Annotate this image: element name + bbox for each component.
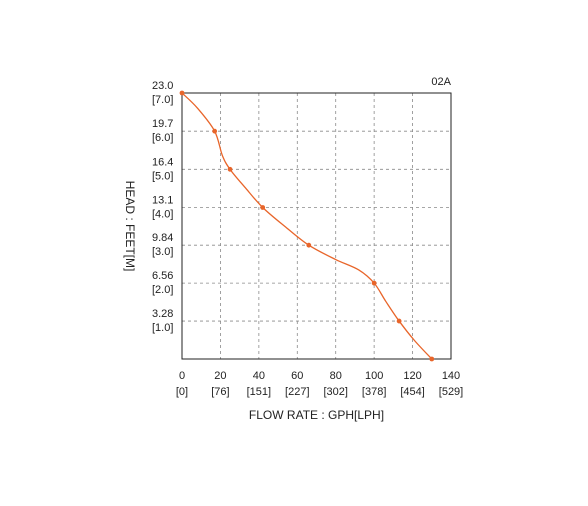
y-tick-label: 16.4 [152,156,173,168]
y-tick-sublabel: [3.0] [152,246,173,258]
x-tick-label: 40 [253,370,265,382]
x-tick-sublabel: [454] [400,386,424,398]
x-tick-label: 80 [330,370,342,382]
x-tick-sublabel: [227] [285,386,309,398]
x-tick-sublabel: [0] [176,386,188,398]
x-tick-sublabel: [529] [439,386,463,398]
data-point [212,128,218,134]
data-point [227,166,233,172]
y-tick-sublabel: [7.0] [152,94,173,106]
y-tick-label: 3.28 [152,308,173,320]
data-point [371,280,377,286]
y-tick-label: 19.7 [152,118,173,130]
series-line [181,92,433,360]
y-tick-label: 23.0 [152,80,173,92]
tick-labels: 0 [0] 20 [76] 40 [151] 60 [227] 80 [302] 100 [378] 1… [152,80,463,398]
y-tick-sublabel: [6.0] [152,132,173,144]
curve-layer [179,90,435,362]
x-tick-sublabel: [378] [362,386,386,398]
x-tick-label: 120 [403,370,421,382]
y-tick-sublabel: [5.0] [152,170,173,182]
data-point [260,205,266,210]
data-point [306,242,312,248]
y-axis-title: HEAD : FEET[M] [123,181,137,272]
x-tick-label: 140 [442,370,460,382]
series-label-02a: 02A [431,76,451,88]
plot-frame [181,92,452,360]
x-tick-sublabel: [151] [247,386,271,398]
data-point [179,90,185,96]
data-point [396,318,402,324]
x-tick-label: 60 [291,370,303,382]
data-point [429,356,435,362]
x-tick-label: 100 [365,370,383,382]
x-axis-title: FLOW RATE : GPH[LPH] [249,408,384,422]
y-tick-sublabel: [4.0] [152,208,173,220]
y-tick-sublabel: [1.0] [152,322,173,334]
x-tick-label: 0 [179,370,185,382]
y-tick-label: 13.1 [152,194,173,206]
grid-lines [182,93,451,359]
y-tick-label: 9.84 [152,232,173,244]
x-tick-sublabel: [76] [211,386,229,398]
x-tick-sublabel: [302] [323,386,347,398]
y-tick-label: 6.56 [152,270,173,282]
x-tick-label: 20 [214,370,226,382]
y-tick-sublabel: [2.0] [152,284,173,296]
